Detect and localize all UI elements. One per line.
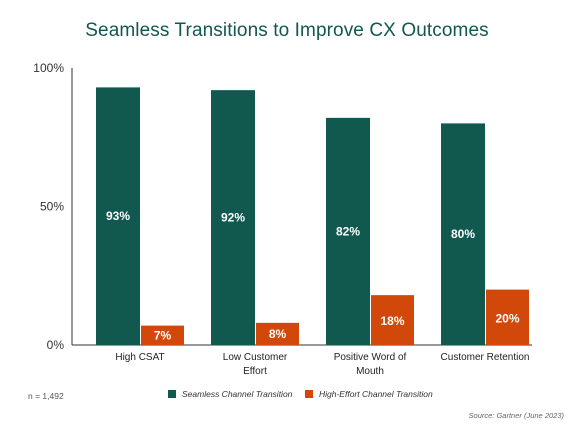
source-note: Source: Gartner (June 2023) [468,411,564,420]
bar-high-effort [256,322,299,345]
x-tick-label-line: Mouth [356,366,384,377]
x-tick-label: Positive Word of Mouth [334,352,407,377]
legend-swatch-high-effort [305,390,313,398]
data-label-seamless: 80% [451,227,475,241]
data-label-seamless: 82% [336,224,360,238]
bar-high-effort [371,295,414,345]
x-tick-label: Low Customer Effort [223,352,288,377]
data-label-seamless: 93% [106,209,130,223]
x-tick-label-line: Positive Word of [334,352,407,363]
chart-title: Seamless Transitions to Improve CX Outco… [85,20,489,41]
data-label-high-effort: 8% [269,327,287,341]
x-tick-label-line: Effort [243,366,267,377]
bar-high-effort [141,325,184,345]
x-tick-label: Customer Retention [441,352,530,363]
legend-item-high-effort: High-Effort Channel Transition [305,389,433,399]
data-label-high-effort: 18% [380,314,404,328]
sample-size-note: n = 1,492 [28,391,64,401]
legend-item-seamless: Seamless Channel Transition [168,389,292,399]
bar-seamless [326,117,370,345]
x-tick-label-line: High CSAT [115,352,164,363]
data-label-seamless: 92% [221,211,245,225]
data-label-high-effort: 7% [154,328,172,342]
x-tick-label-line: Customer Retention [441,352,530,363]
data-label-high-effort: 20% [495,311,519,325]
y-tick-label: 100% [33,61,64,75]
bar-seamless [96,87,140,345]
legend-swatch-seamless [168,390,176,398]
bar-high-effort [486,289,529,345]
y-tick-label: 0% [47,338,65,352]
legend-label-high-effort: High-Effort Channel Transition [319,389,433,399]
y-tick-label: 50% [40,200,64,214]
x-tick-label-line: Low Customer [223,352,288,363]
x-tick-label: High CSAT [115,352,164,363]
legend-label-seamless: Seamless Channel Transition [182,389,293,399]
bar-seamless [211,90,255,345]
bar-seamless [441,123,485,346]
